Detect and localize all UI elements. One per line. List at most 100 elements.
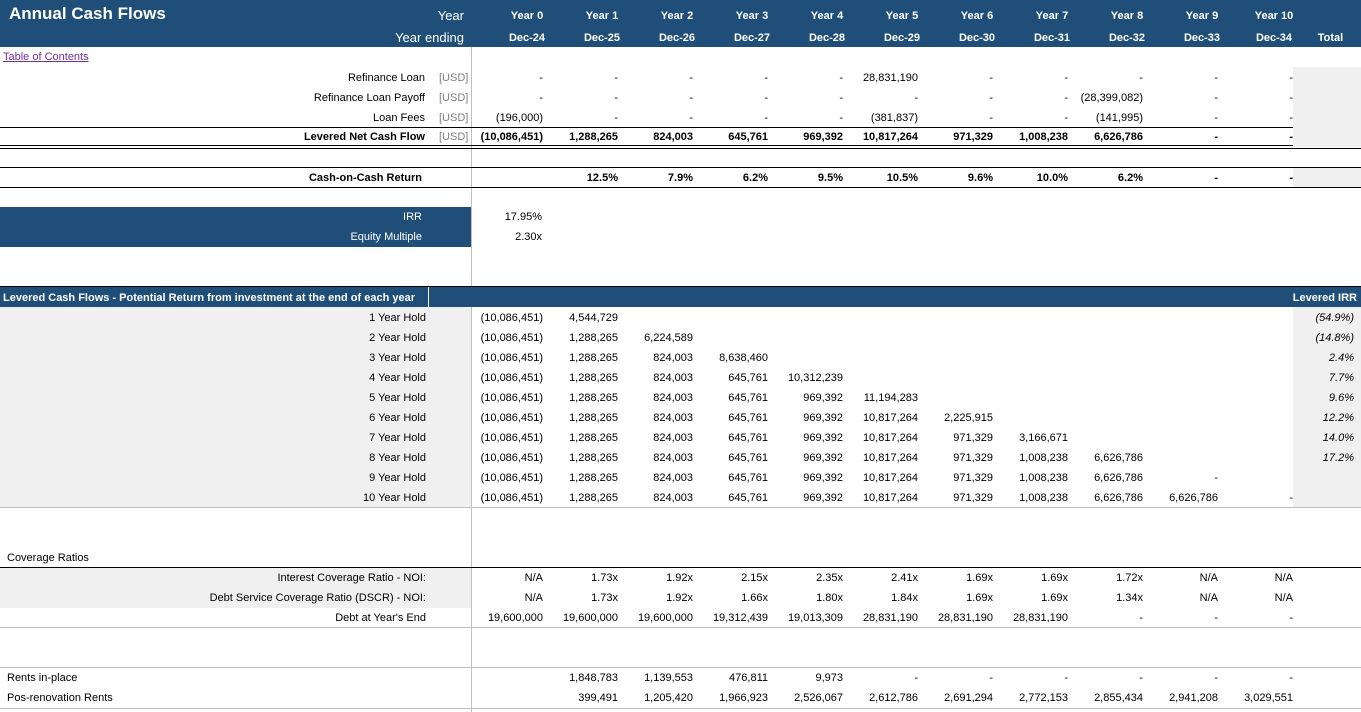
hold-2-value-3: 8,638,460 [719,352,768,364]
coverage-0-value-7: 1.69x [1041,572,1068,584]
refi-3-value-9: - [1214,131,1218,143]
hold-0-value-1: 4,544,729 [569,312,618,324]
hold-2-value-2: 824,003 [653,352,693,364]
hold-6-value-7: 3,166,671 [1019,432,1068,444]
hold-3-value-8 [1071,368,1143,388]
coc-value-9: - [1214,172,1218,184]
hold-6-value-2: 824,003 [653,432,693,444]
hold-1-value-7 [996,328,1068,348]
coverage-1-value-4: 1.80x [816,592,843,604]
coverage-1-value-6: 1.69x [966,592,993,604]
hold-7-value-7: 1,008,238 [1019,452,1068,464]
refi-1-value-10: - [1289,92,1293,104]
hold-6-value-3: 645,761 [728,432,768,444]
refi-3-value-4: 969,392 [803,131,843,143]
hold-8-value-6: 971,329 [953,472,993,484]
levered-top-border [0,286,1361,287]
hold-irr: (54.9%) [1315,312,1354,324]
refi-0-value-9: - [1214,72,1218,84]
refi-2-value-10: - [1289,112,1293,124]
total-header: Total [1317,32,1344,44]
coverage-0-value-0: N/A [524,572,543,584]
hold-6-value-9 [1146,428,1218,448]
coc-value-8: 6.2% [1117,172,1143,184]
coverage-2-value-8: - [1139,612,1143,624]
hold-2-value-8 [1071,348,1143,368]
hold-irr: (14.8%) [1315,332,1354,344]
rent-0-value-10: - [1289,672,1293,684]
hold-1-value-1: 1,288,265 [569,332,618,344]
hold-6-value-0: (10,086,451) [480,432,543,444]
hold-2-value-5 [846,348,918,368]
rent-0-value-0 [472,668,543,688]
date-header-5: Dec-29 [883,32,921,44]
hold-0-value-8 [1071,308,1143,328]
year-header-3: Year 3 [735,10,769,22]
coc-value-7: 10.0% [1036,172,1068,184]
hold-2-value-4 [771,348,843,368]
hold-1-value-3 [696,328,768,348]
refi-row-label: Refinance Loan [347,72,425,84]
coverage-0-value-1: 1.73x [591,572,618,584]
refi-3-value-3: 645,761 [728,131,768,143]
hold-row-label: 1 Year Hold [369,312,426,324]
rent-0-value-2: 1,139,553 [644,672,693,684]
rent-0-value-4: 9,973 [815,672,843,684]
refi-3-value-1: 1,288,265 [569,131,618,143]
refi-1-value-4: - [839,92,843,104]
rent-1-value-1: 399,491 [578,692,618,704]
hold-5-value-4: 969,392 [803,412,843,424]
hold-3-value-6 [921,368,993,388]
hold-4-value-3: 645,761 [728,392,768,404]
year-header-10: Year 10 [1254,10,1294,22]
hold-9-value-3: 645,761 [728,492,768,504]
coverage-title: Coverage Ratios [7,552,89,564]
refi-3-value-2: 824,003 [653,131,693,143]
rent-1-value-2: 1,205,420 [644,692,693,704]
hold-7-value-5: 10,817,264 [862,452,918,464]
coverage-1-value-1: 1.73x [591,592,618,604]
levered-bottom-border [0,507,1361,508]
refi-1-value-2: - [689,92,693,104]
refi-row-label: Refinance Loan Payoff [313,92,425,104]
hold-5-value-2: 824,003 [653,412,693,424]
refi-0-value-7: - [1064,72,1068,84]
refi-3-value-6: 971,329 [953,131,993,143]
hold-irr: 14.0% [1322,432,1354,444]
refi-1-value-1: - [614,92,618,104]
refi-2-value-2: - [689,112,693,124]
coverage-row-label: Interest Coverage Ratio - NOI: [277,572,426,584]
hold-irr [1294,468,1354,488]
coc-bottom-border [0,187,1361,188]
hold-9-value-2: 824,003 [653,492,693,504]
coverage-2-value-7: 28,831,190 [1012,612,1068,624]
rent-0-value-9: - [1214,672,1218,684]
hold-9-value-6: 971,329 [953,492,993,504]
coverage-1-value-8: 1.34x [1116,592,1143,604]
hold-5-value-1: 1,288,265 [569,412,618,424]
hold-3-value-3: 645,761 [728,372,768,384]
coc-top-border [0,167,1361,168]
hold-5-value-10 [1221,408,1293,428]
hold-9-value-0: (10,086,451) [480,492,543,504]
coverage-2-value-9: - [1214,612,1218,624]
table-of-contents-link[interactable]: Table of Contents [3,51,89,63]
date-header-4: Dec-28 [808,32,846,44]
rent-0-value-8: - [1139,672,1143,684]
hold-9-value-8: 6,626,786 [1094,492,1143,504]
hold-1-value-5 [846,328,918,348]
refi-3-value-10: - [1289,131,1293,143]
date-header-10: Dec-34 [1255,32,1293,44]
hold-irr: 12.2% [1322,412,1354,424]
unit-label: [USD] [439,131,469,143]
coverage-0-value-8: 1.72x [1116,572,1143,584]
hold-3-value-10 [1221,368,1293,388]
date-header-1: Dec-25 [583,32,621,44]
hold-7-value-10 [1221,448,1293,468]
hold-8-value-3: 645,761 [728,472,768,484]
coc-value-5: 10.5% [886,172,918,184]
refi-1-value-9: - [1214,92,1218,104]
hold-3-value-7 [996,368,1068,388]
hold-8-value-10 [1221,468,1293,488]
refi-3-value-5: 10,817,264 [862,131,918,143]
